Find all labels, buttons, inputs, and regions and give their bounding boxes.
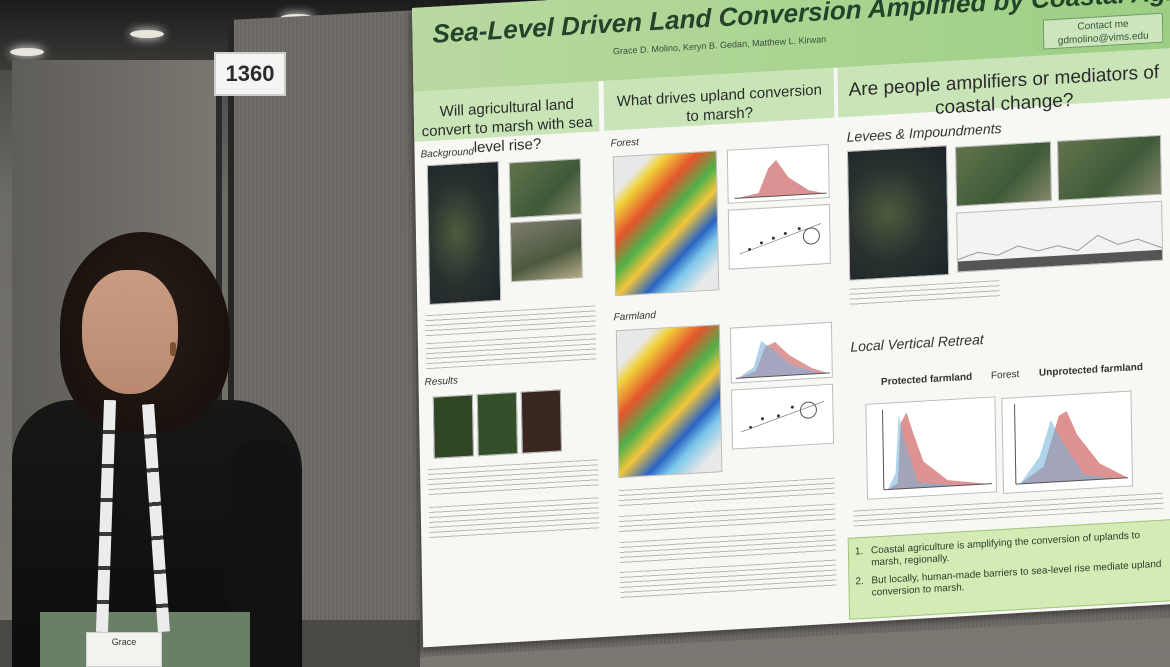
forest-scatterplot (727, 203, 831, 270)
conclusions-box: 1. Coastal agriculture is amplifying the… (847, 518, 1170, 620)
booth-number-sign: 1360 (214, 52, 286, 96)
text-block (619, 529, 836, 565)
text-block (849, 280, 1000, 307)
satellite-map-figure (426, 160, 502, 306)
text-block (425, 333, 597, 370)
text-block (428, 459, 599, 500)
face (82, 270, 178, 394)
farmland-histogram-graphic (735, 340, 830, 379)
text-block (428, 497, 600, 542)
impoundment-aerial-2 (1056, 134, 1163, 201)
section-2-subhead-forest: Forest (610, 136, 640, 150)
earring (170, 342, 176, 356)
farmland-scatterplot (730, 383, 835, 450)
elevation-profile (956, 200, 1164, 273)
unprotected-histogram-graphic (1014, 404, 1128, 485)
label-unprotected-farmland: Unprotected farmland (1038, 361, 1144, 379)
contact-box: Contact me gdmolino@vims.edu (1042, 12, 1164, 50)
ceiling-light (130, 30, 164, 38)
forest-conversion-map (612, 150, 720, 297)
protected-histogram-graphic (881, 409, 992, 491)
section-2-subhead-farmland: Farmland (613, 309, 656, 324)
levee-satellite-map (846, 145, 950, 281)
protected-farmland-histogram (865, 396, 998, 500)
section-3-subhead-retreat: Local Vertical Retreat (850, 331, 984, 355)
elevation-profile-graphic (957, 234, 1163, 272)
text-block (620, 559, 837, 600)
farmland-scatter-graphic (740, 400, 825, 433)
farmland-conversion-map (615, 324, 723, 479)
section-1-subhead-background: Background (420, 146, 475, 161)
forest-scatter-graphic (739, 223, 822, 255)
conclusion-number-2: 2. (855, 575, 864, 588)
presenter-person: Grace (0, 0, 320, 667)
results-map-2 (476, 391, 518, 457)
label-protected-farmland: Protected farmland (880, 371, 973, 388)
results-map-3 (520, 389, 562, 454)
ceiling-light (10, 48, 44, 56)
text-block (425, 305, 596, 338)
name-badge: Grace (86, 632, 162, 667)
farmland-histogram (729, 321, 833, 384)
forest-histogram (726, 143, 830, 204)
conclusion-number-1: 1. (854, 545, 864, 558)
research-poster: Sea-Level Driven Land Conversion Amplifi… (412, 0, 1170, 648)
label-forest: Forest (990, 368, 1020, 382)
forest-histogram-graphic (734, 160, 827, 199)
section-3-subhead-levees: Levees & Impoundments (846, 120, 1002, 145)
results-map-1 (432, 394, 474, 459)
unprotected-farmland-histogram (1001, 390, 1134, 494)
field-photo-figure (509, 218, 583, 283)
section-1-subhead-results: Results (424, 375, 459, 389)
aerial-photo-figure (508, 158, 582, 219)
impoundment-aerial-1 (954, 141, 1053, 207)
